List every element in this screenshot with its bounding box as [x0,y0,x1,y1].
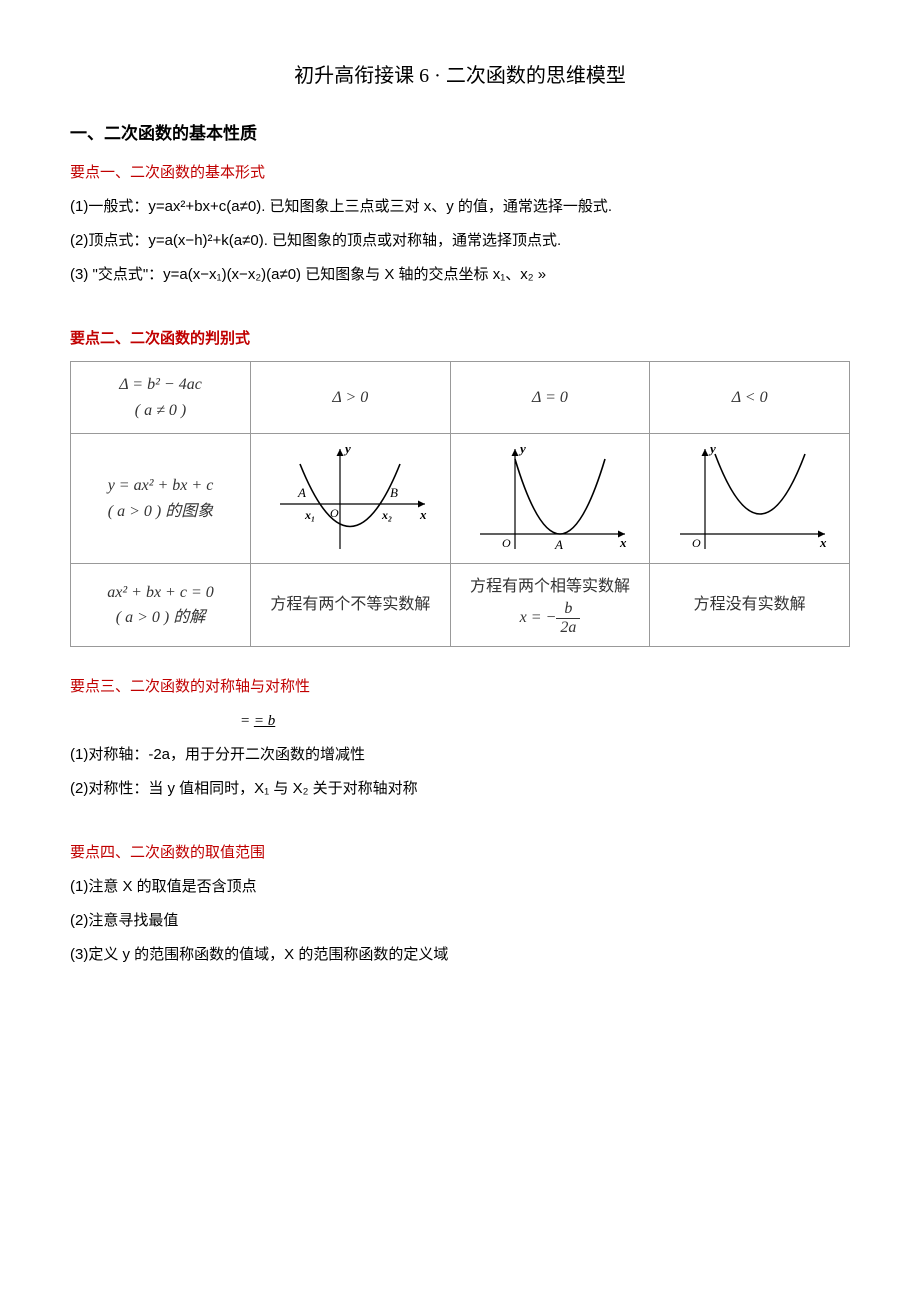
keypoint-1-label: 要点一、二次函数的基本形式 [70,161,850,185]
cell-two-solutions: 方程有两个不等实数解 [251,564,451,647]
delta-formula: Δ = b² − 4ac [77,372,244,398]
cell-delta-gt0: Δ > 0 [251,362,451,434]
kp3-line2: (2)对称性：当 y 值相同时，X₁ 与 X₂ 关于对称轴对称 [70,777,850,801]
svg-text:x: x [419,507,427,522]
svg-text:y: y [518,441,526,456]
kp1-line3: (3) "交点式"：y=a(x−x₁)(x−x₂)(a≠0) 已知图象与 X 轴… [70,263,850,287]
frac-num: b [556,600,580,619]
cell-delta-def: Δ = b² − 4ac ( a ≠ 0 ) [71,362,251,434]
kp4-line3: (3)定义 y 的范围称函数的值域，X 的范围称函数的定义域 [70,943,850,967]
keypoint-2-label: 要点二、二次函数的判别式 [70,327,850,351]
svg-text:A: A [554,537,563,552]
kp1-line1: (1)一般式：y=ax²+bx+c(a≠0). 已知图象上三点或三对 x、y 的… [70,195,850,219]
delta-cond: ( a ≠ 0 ) [77,398,244,424]
graph-two-roots: y x O A B x₁ x₂ [251,434,451,564]
svg-text:x: x [819,535,827,550]
graph-eq: y = ax² + bx + c [77,473,244,499]
kp3-line1: (1)对称轴：-2a，用于分开二次函数的增减性 [70,743,850,767]
parabola-two-roots-icon: y x O A B x₁ x₂ [260,439,440,559]
parabola-one-root-icon: y x O A [460,439,640,559]
frac-den: 2a [556,619,580,637]
sym-frac-text: = b [254,713,275,729]
kp1-line2: (2)顶点式：y=a(x−h)²+k(a≠0). 已知图象的顶点或对称轴，通常选… [70,229,850,253]
svg-text:O: O [502,536,511,550]
table-row: ax² + bx + c = 0 ( a > 0 ) 的解 方程有两个不等实数解… [71,564,850,647]
cell-equal-solutions: 方程有两个相等实数解 x = −b2a [450,564,650,647]
keypoint-3-label: 要点三、二次函数的对称轴与对称性 [70,675,850,699]
table-row: y = ax² + bx + c ( a > 0 ) 的图象 y x O A B… [71,434,850,564]
graph-one-root: y x O A [450,434,650,564]
graph-cond: ( a > 0 ) 的图象 [108,503,213,520]
sol-eq: ax² + bx + c = 0 [77,580,244,606]
sol-cond: ( a > 0 ) 的解 [116,609,205,626]
graph-no-root: y x O [650,434,850,564]
parabola-no-root-icon: y x O [660,439,840,559]
symmetry-frac: = = b [240,709,850,733]
cell-no-solutions: 方程没有实数解 [650,564,850,647]
svg-text:O: O [330,506,339,520]
cell-solution-label: ax² + bx + c = 0 ( a > 0 ) 的解 [71,564,251,647]
svg-text:y: y [708,441,716,456]
discriminant-table: Δ = b² − 4ac ( a ≠ 0 ) Δ > 0 Δ = 0 Δ < 0… [70,361,850,647]
page-title: 初升高衔接课 6 · 二次函数的思维模型 [70,60,850,92]
equal-sol-text: 方程有两个相等实数解 [457,574,644,600]
svg-text:B: B [390,485,398,500]
kp4-line1: (1)注意 X 的取值是否含顶点 [70,875,850,899]
kp4-line2: (2)注意寻找最值 [70,909,850,933]
svg-text:A: A [297,485,306,500]
section-1-heading: 一、二次函数的基本性质 [70,120,850,147]
svg-text:y: y [343,441,351,456]
cell-graph-label: y = ax² + bx + c ( a > 0 ) 的图象 [71,434,251,564]
keypoint-4-label: 要点四、二次函数的取值范围 [70,841,850,865]
cell-delta-lt0: Δ < 0 [650,362,850,434]
cell-delta-eq0: Δ = 0 [450,362,650,434]
svg-text:O: O [692,536,701,550]
svg-text:x₁: x₁ [304,508,315,522]
svg-text:x: x [619,535,627,550]
svg-text:x₂: x₂ [381,508,392,522]
table-row: Δ = b² − 4ac ( a ≠ 0 ) Δ > 0 Δ = 0 Δ < 0 [71,362,850,434]
